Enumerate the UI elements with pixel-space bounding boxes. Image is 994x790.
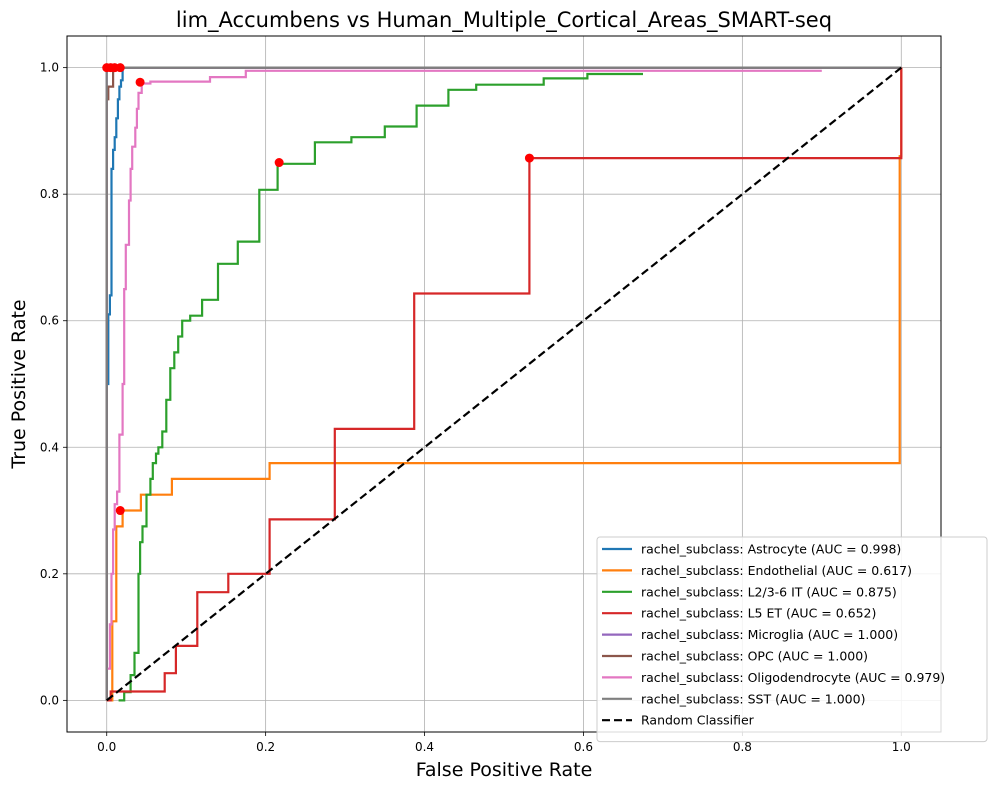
legend-label-3: rachel_subclass: L5 ET (AUC = 0.652) bbox=[641, 606, 876, 621]
series-line-1 bbox=[106, 67, 903, 702]
plot-frame bbox=[66, 35, 942, 733]
x-tick-label: 0.8 bbox=[733, 740, 752, 754]
threshold-marker-3 bbox=[524, 153, 534, 163]
legend-label-2: rachel_subclass: L2/3-6 IT (AUC = 0.875) bbox=[641, 584, 897, 599]
y-axis-label: True Positive Rate bbox=[8, 299, 30, 469]
x-tick-label: 0.4 bbox=[415, 740, 434, 754]
x-tick-label: 0.2 bbox=[256, 740, 275, 754]
legend-label-4: rachel_subclass: Microglia (AUC = 1.000) bbox=[641, 627, 898, 642]
series-line-2 bbox=[118, 72, 643, 702]
series-line-8 bbox=[106, 66, 902, 702]
chart-title: lim_Accumbens vs Human_Multiple_Cortical… bbox=[176, 8, 832, 33]
threshold-marker-6 bbox=[135, 77, 145, 87]
y-tick-label: 0.2 bbox=[40, 567, 59, 581]
x-tick-label: 0.0 bbox=[97, 740, 116, 754]
axis-ticks: 0.0 0.2 0.4 0.6 0.8 1.0 0.0 0.2 0.4 0.6 0.8 1.0 bbox=[40, 61, 911, 754]
legend-box bbox=[596, 536, 988, 743]
y-tick-label: 0.8 bbox=[40, 187, 59, 201]
threshold-marker-2 bbox=[274, 158, 284, 168]
y-tick-label: 0.0 bbox=[40, 693, 59, 707]
x-tick-label: 0.6 bbox=[574, 740, 593, 754]
legend-label-7: rachel_subclass: SST (AUC = 1.000) bbox=[641, 691, 865, 706]
y-tick-label: 0.4 bbox=[40, 440, 59, 454]
x-tick-label: 1.0 bbox=[892, 740, 911, 754]
threshold-marker-7 bbox=[106, 63, 116, 73]
threshold-marker-1 bbox=[115, 506, 125, 516]
legend: rachel_subclass: Astrocyte (AUC = 0.998)… bbox=[596, 536, 988, 743]
legend-label-5: rachel_subclass: OPC (AUC = 1.000) bbox=[641, 649, 868, 664]
y-tick-label: 1.0 bbox=[40, 61, 59, 75]
threshold-markers bbox=[102, 63, 534, 516]
series-line-0 bbox=[105, 66, 902, 701]
legend-label-0: rachel_subclass: Astrocyte (AUC = 0.998) bbox=[641, 542, 901, 557]
legend-label-1: rachel_subclass: Endothelial (AUC = 0.61… bbox=[641, 563, 912, 578]
y-tick-label: 0.6 bbox=[40, 314, 59, 328]
series-line-6 bbox=[106, 69, 822, 670]
legend-label-6: rachel_subclass: Oligodendrocyte (AUC = … bbox=[641, 670, 945, 685]
x-axis-label: False Positive Rate bbox=[416, 759, 593, 781]
series-line-3 bbox=[106, 67, 903, 702]
legend-label-8: Random Classifier bbox=[641, 713, 755, 728]
